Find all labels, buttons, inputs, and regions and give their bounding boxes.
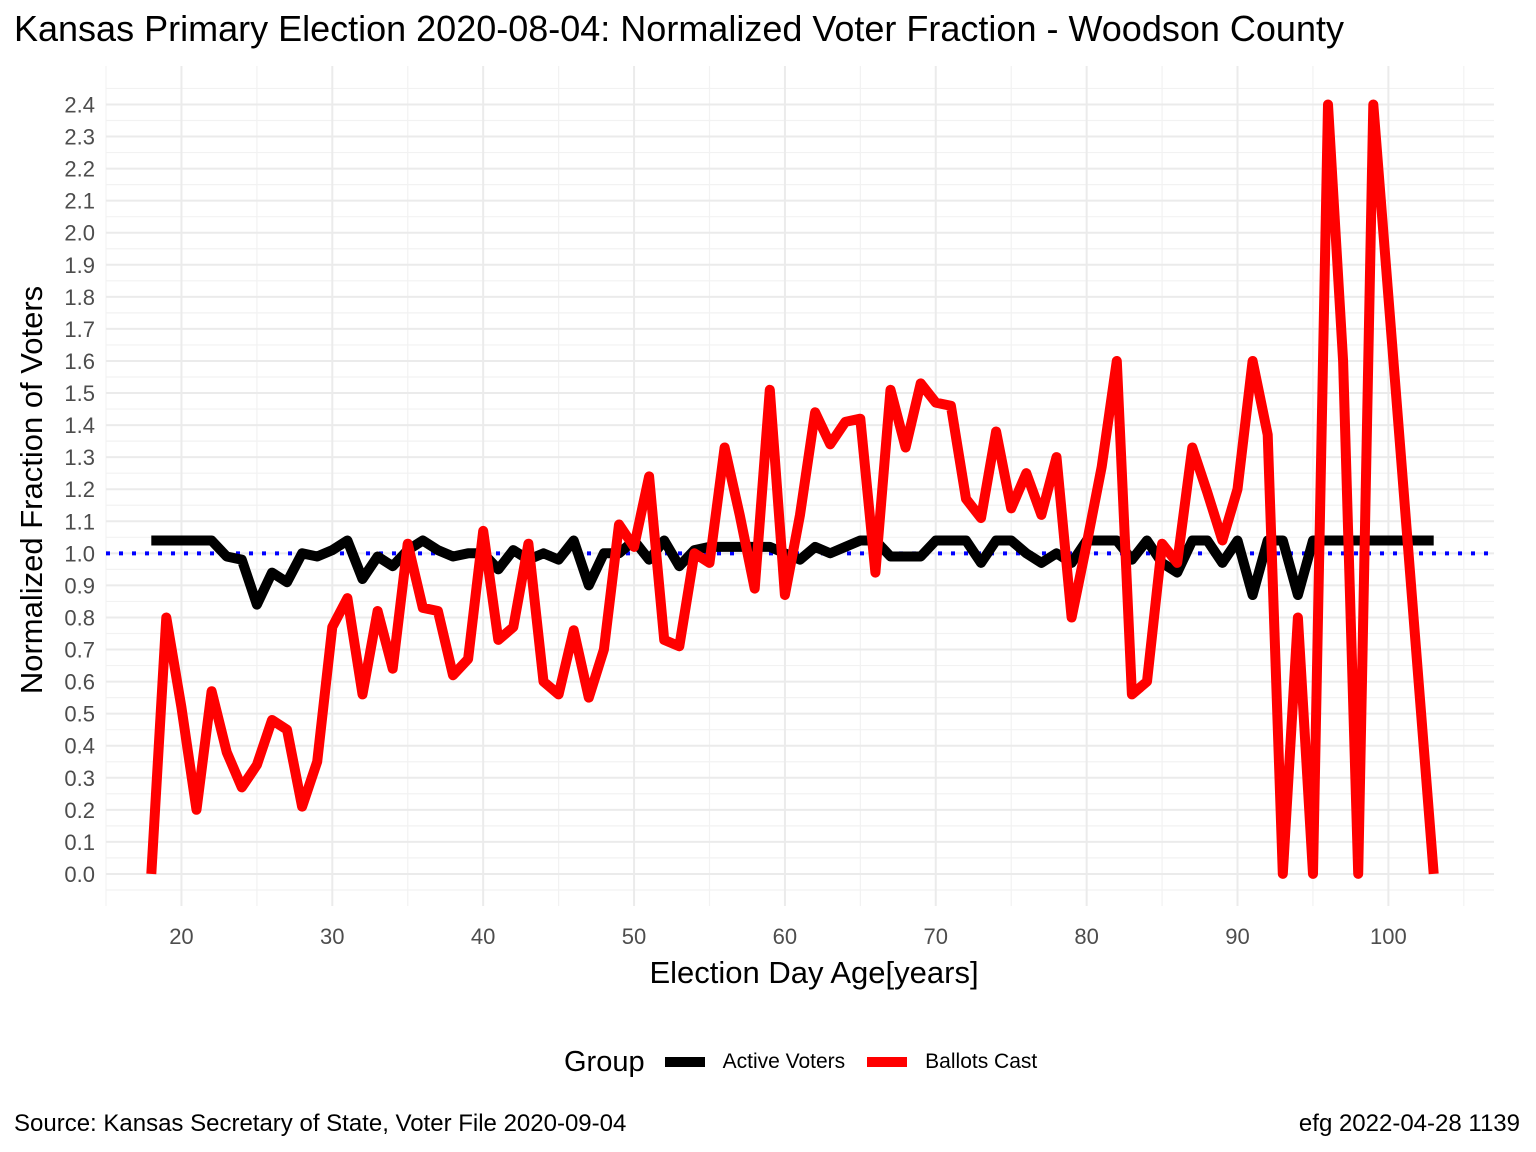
y-tick-label: 0.7 [64,638,95,663]
plot-area: 20 30 40 50 60 70 80 90 100 0.00.10.20.30.40.50.… [64,66,1494,949]
y-tick-label: 0.3 [64,766,95,791]
legend-label-active-voters: Active Voters [722,1050,846,1073]
legend-key-ballots-cast [867,1057,908,1067]
y-tick-label: 0.9 [64,573,95,598]
x-tick-label: 80 [1074,924,1098,949]
y-tick-label: 2.1 [64,189,95,214]
y-tick-label: 1.9 [64,253,95,278]
series-line-ballots-cast [146,99,1439,879]
y-tick-label: 2.3 [64,125,95,150]
y-tick-label: 1.3 [64,445,95,470]
x-axis-label: Election Day Age[years] [649,955,979,990]
y-axis-label: Normalized Fraction of Voters [14,285,49,695]
series-layer [146,99,1439,879]
y-tick-label: 2.0 [64,221,95,246]
y-tick-label: 0.6 [64,670,95,695]
source-caption: Source: Kansas Secretary of State, Voter… [14,1110,627,1137]
y-tick-label: 1.6 [64,349,95,374]
y-tick-label: 1.8 [64,285,95,310]
legend-item-ballots-cast: Ballots Cast [867,1050,1037,1074]
legend-key-active-voters [664,1057,705,1067]
y-tick-label: 1.5 [64,381,95,406]
x-tick-label: 40 [471,924,495,949]
y-tick-label: 0.8 [64,605,95,630]
x-tick-label: 20 [169,924,193,949]
y-tick-label: 2.2 [64,157,95,182]
x-tick-label: 30 [320,924,344,949]
credit-caption: efg 2022-04-28 1139 [1298,1110,1520,1137]
x-tick-label: 100 [1370,924,1407,949]
x-axis-ticks: 20 30 40 50 60 70 80 90 100 [169,924,1407,949]
y-tick-label: 1.4 [64,413,95,438]
y-tick-label: 1.1 [64,509,95,534]
y-tick-label: 0.5 [64,702,95,727]
x-tick-label: 50 [622,924,646,949]
y-tick-label: 0.1 [64,830,95,855]
y-axis-ticks: 0.0 0.1 0.2 0.3 0.4 0.5 0.6 0.7 0.8 0.9 1.0 1.1 1.2 1… [64,92,95,886]
x-tick-label: 90 [1225,924,1249,949]
y-tick-label: 2.4 [64,92,95,117]
legend-label-ballots-cast: Ballots Cast [925,1050,1038,1073]
legend-title: Group [564,1045,645,1078]
legend: Group Active Voters Ballots Cast [564,1042,1059,1082]
y-tick-label: 0.2 [64,798,95,823]
legend-item-active-voters: Active Voters [664,1050,846,1074]
y-tick-label: 1.2 [64,477,95,502]
chart-title: Kansas Primary Election 2020-08-04: Norm… [14,8,1344,49]
y-tick-label: 1.0 [64,541,95,566]
y-tick-label: 0.4 [64,734,95,759]
x-tick-label: 70 [924,924,948,949]
y-tick-label: 0.0 [64,862,95,887]
x-tick-label: 60 [773,924,797,949]
y-tick-label: 1.7 [64,317,95,342]
